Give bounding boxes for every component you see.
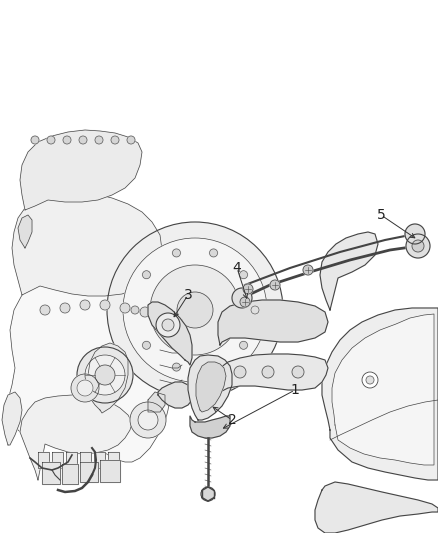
Polygon shape: [188, 355, 232, 420]
Polygon shape: [20, 395, 132, 480]
Circle shape: [240, 297, 250, 307]
Circle shape: [156, 313, 180, 337]
Circle shape: [77, 380, 93, 396]
Circle shape: [173, 363, 180, 371]
Circle shape: [111, 136, 119, 144]
Circle shape: [140, 307, 150, 317]
Circle shape: [31, 136, 39, 144]
Circle shape: [362, 372, 378, 388]
Polygon shape: [42, 462, 60, 484]
Circle shape: [60, 303, 70, 313]
Text: 5: 5: [377, 208, 385, 222]
Polygon shape: [62, 464, 78, 484]
Circle shape: [240, 341, 247, 349]
Circle shape: [243, 284, 253, 294]
Circle shape: [80, 300, 90, 310]
Circle shape: [127, 136, 135, 144]
Text: 2: 2: [228, 413, 237, 427]
Polygon shape: [332, 314, 434, 465]
Circle shape: [40, 305, 50, 315]
Polygon shape: [2, 392, 22, 445]
Polygon shape: [18, 215, 32, 248]
Circle shape: [303, 265, 313, 275]
Circle shape: [123, 238, 267, 382]
Text: 3: 3: [184, 288, 192, 302]
Circle shape: [201, 487, 215, 501]
Circle shape: [107, 222, 283, 398]
Circle shape: [412, 240, 424, 252]
Polygon shape: [100, 460, 120, 482]
Polygon shape: [315, 482, 438, 533]
Circle shape: [209, 249, 218, 257]
Polygon shape: [66, 452, 77, 468]
Polygon shape: [20, 130, 142, 210]
Circle shape: [95, 365, 115, 385]
Circle shape: [162, 319, 174, 331]
Polygon shape: [108, 452, 119, 468]
Polygon shape: [8, 258, 170, 462]
Circle shape: [234, 366, 246, 378]
Polygon shape: [148, 392, 165, 412]
Circle shape: [251, 306, 259, 314]
Circle shape: [292, 366, 304, 378]
Circle shape: [71, 374, 99, 402]
Polygon shape: [322, 308, 438, 480]
Circle shape: [173, 249, 180, 257]
Polygon shape: [320, 232, 378, 310]
Circle shape: [85, 355, 125, 395]
Circle shape: [130, 402, 166, 438]
Polygon shape: [94, 452, 105, 468]
Circle shape: [405, 224, 425, 244]
Polygon shape: [80, 462, 98, 482]
Polygon shape: [196, 362, 226, 412]
Circle shape: [366, 376, 374, 384]
Circle shape: [262, 366, 274, 378]
Circle shape: [95, 136, 103, 144]
Circle shape: [131, 306, 139, 314]
Circle shape: [63, 136, 71, 144]
Circle shape: [240, 271, 247, 279]
Polygon shape: [88, 343, 128, 413]
Polygon shape: [52, 452, 63, 468]
Text: 1: 1: [290, 383, 300, 397]
Circle shape: [406, 234, 430, 258]
Circle shape: [232, 288, 252, 308]
Polygon shape: [12, 192, 162, 296]
Circle shape: [142, 341, 151, 349]
Circle shape: [209, 363, 218, 371]
Polygon shape: [215, 354, 328, 395]
Polygon shape: [38, 452, 49, 468]
Circle shape: [270, 280, 280, 290]
Text: 4: 4: [233, 261, 241, 275]
Polygon shape: [190, 416, 230, 438]
Circle shape: [100, 300, 110, 310]
Circle shape: [138, 410, 158, 430]
Circle shape: [79, 136, 87, 144]
Circle shape: [120, 303, 130, 313]
Polygon shape: [218, 300, 328, 345]
Polygon shape: [148, 302, 192, 365]
Circle shape: [47, 136, 55, 144]
Circle shape: [150, 265, 240, 355]
Circle shape: [77, 347, 133, 403]
Circle shape: [177, 292, 213, 328]
Polygon shape: [158, 382, 192, 408]
Circle shape: [142, 271, 151, 279]
Polygon shape: [80, 452, 91, 468]
